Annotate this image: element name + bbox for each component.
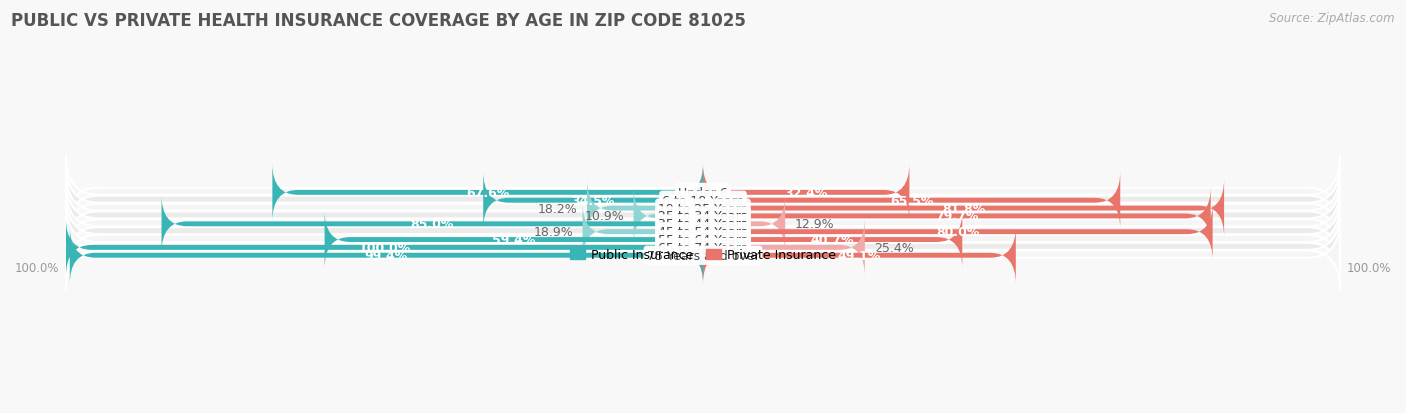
Text: Source: ZipAtlas.com: Source: ZipAtlas.com bbox=[1270, 12, 1395, 25]
FancyBboxPatch shape bbox=[66, 195, 1340, 267]
FancyBboxPatch shape bbox=[162, 195, 703, 253]
FancyBboxPatch shape bbox=[703, 172, 1121, 230]
Text: 18.9%: 18.9% bbox=[533, 225, 574, 239]
Text: 85.0%: 85.0% bbox=[411, 218, 454, 231]
Text: 18.2%: 18.2% bbox=[537, 202, 578, 215]
FancyBboxPatch shape bbox=[66, 164, 1340, 235]
Text: 75 Years and over: 75 Years and over bbox=[647, 249, 759, 262]
FancyBboxPatch shape bbox=[703, 211, 962, 269]
Text: 59.4%: 59.4% bbox=[492, 233, 536, 247]
FancyBboxPatch shape bbox=[66, 203, 1340, 275]
Text: 25.4%: 25.4% bbox=[875, 241, 914, 254]
FancyBboxPatch shape bbox=[703, 219, 865, 277]
Text: 79.7%: 79.7% bbox=[935, 210, 979, 223]
Text: 34.5%: 34.5% bbox=[571, 194, 614, 207]
FancyBboxPatch shape bbox=[634, 188, 703, 245]
FancyBboxPatch shape bbox=[703, 195, 785, 253]
FancyBboxPatch shape bbox=[66, 211, 1340, 282]
FancyBboxPatch shape bbox=[66, 156, 1340, 228]
Text: 6 to 18 Years: 6 to 18 Years bbox=[662, 194, 744, 207]
FancyBboxPatch shape bbox=[588, 180, 703, 237]
FancyBboxPatch shape bbox=[66, 172, 1340, 243]
Text: 19 to 25 Years: 19 to 25 Years bbox=[658, 202, 748, 215]
FancyBboxPatch shape bbox=[703, 180, 1225, 237]
FancyBboxPatch shape bbox=[484, 172, 703, 230]
Text: 100.0%: 100.0% bbox=[1347, 262, 1391, 275]
FancyBboxPatch shape bbox=[66, 180, 1340, 251]
Text: 65 to 74 Years: 65 to 74 Years bbox=[658, 241, 748, 254]
Text: Under 6: Under 6 bbox=[678, 186, 728, 199]
FancyBboxPatch shape bbox=[582, 203, 703, 261]
Text: 80.0%: 80.0% bbox=[936, 225, 980, 239]
FancyBboxPatch shape bbox=[66, 188, 1340, 259]
Text: 10.9%: 10.9% bbox=[585, 210, 624, 223]
FancyBboxPatch shape bbox=[66, 219, 1340, 290]
Text: 81.8%: 81.8% bbox=[942, 202, 986, 215]
Text: PUBLIC VS PRIVATE HEALTH INSURANCE COVERAGE BY AGE IN ZIP CODE 81025: PUBLIC VS PRIVATE HEALTH INSURANCE COVER… bbox=[11, 12, 747, 30]
FancyBboxPatch shape bbox=[703, 227, 1015, 285]
Text: 40.7%: 40.7% bbox=[811, 233, 855, 247]
Text: 32.4%: 32.4% bbox=[785, 186, 828, 199]
Text: 100.0%: 100.0% bbox=[359, 241, 411, 254]
FancyBboxPatch shape bbox=[325, 211, 703, 269]
FancyBboxPatch shape bbox=[703, 164, 910, 222]
FancyBboxPatch shape bbox=[273, 164, 703, 222]
FancyBboxPatch shape bbox=[703, 203, 1212, 261]
FancyBboxPatch shape bbox=[70, 227, 703, 285]
Text: 25 to 34 Years: 25 to 34 Years bbox=[658, 210, 748, 223]
Text: 65.5%: 65.5% bbox=[890, 194, 934, 207]
FancyBboxPatch shape bbox=[66, 219, 703, 277]
Text: 55 to 64 Years: 55 to 64 Years bbox=[658, 233, 748, 247]
Text: 67.6%: 67.6% bbox=[465, 186, 509, 199]
Text: 49.1%: 49.1% bbox=[838, 249, 882, 262]
Text: 100.0%: 100.0% bbox=[15, 262, 59, 275]
Text: 35 to 44 Years: 35 to 44 Years bbox=[658, 218, 748, 231]
Text: 45 to 54 Years: 45 to 54 Years bbox=[658, 225, 748, 239]
Legend: Public Insurance, Private Insurance: Public Insurance, Private Insurance bbox=[565, 244, 841, 267]
Text: 12.9%: 12.9% bbox=[794, 218, 834, 231]
Text: 99.4%: 99.4% bbox=[364, 249, 408, 262]
FancyBboxPatch shape bbox=[703, 188, 1211, 245]
